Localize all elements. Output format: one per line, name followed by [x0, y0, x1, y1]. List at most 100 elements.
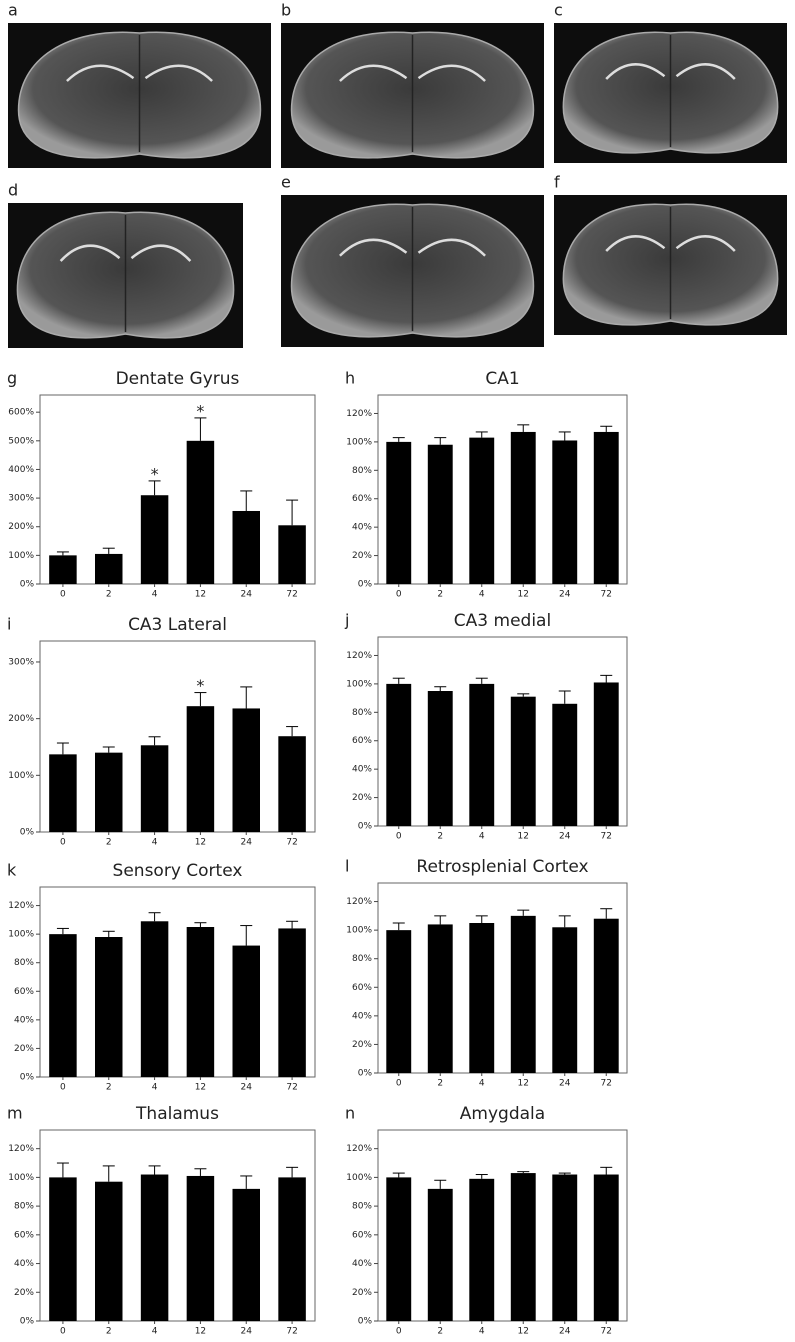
error-bar	[148, 480, 161, 496]
bar	[232, 708, 260, 832]
chart-title: Retrosplenial Cortex	[416, 857, 588, 877]
chart-title: Dentate Gyrus	[116, 369, 240, 389]
plot-frame	[377, 1129, 628, 1322]
x-tick-label: 0	[396, 1327, 402, 1337]
bar	[140, 495, 169, 584]
error-bar	[600, 674, 613, 683]
panel-label: k	[7, 861, 17, 880]
error-bar	[517, 909, 530, 916]
error-bar	[475, 1174, 488, 1179]
x-tick-label: 72	[601, 590, 612, 600]
plot-frame	[39, 886, 316, 1078]
bar	[278, 525, 306, 584]
chart-title: CA3 medial	[454, 611, 551, 631]
y-tick-label: 0%	[358, 1317, 373, 1327]
panel-label: b	[281, 1, 291, 20]
bar	[552, 927, 578, 1073]
error-bar	[286, 920, 299, 929]
error-bar	[240, 1175, 253, 1189]
panel-label: i	[7, 615, 11, 634]
y-tick-label: 60%	[352, 736, 372, 746]
panel-label: g	[7, 369, 17, 388]
y-tick-label: 120%	[8, 901, 34, 911]
error-bar	[600, 425, 613, 432]
bar	[427, 691, 453, 826]
plot-frame	[39, 1129, 316, 1322]
bar	[469, 1178, 495, 1321]
bar	[140, 745, 169, 832]
panel-label: e	[281, 173, 291, 192]
y-tick-label: 40%	[352, 1259, 372, 1269]
hippocampus	[605, 235, 666, 252]
x-tick-label: 12	[518, 1327, 529, 1337]
bar	[552, 1174, 578, 1321]
chart-title: CA3 Lateral	[128, 615, 227, 635]
y-tick-label: 0%	[358, 580, 373, 590]
y-tick-label: 20%	[14, 1288, 34, 1298]
x-tick-label: 4	[152, 590, 158, 600]
y-tick-label: 0%	[20, 1317, 35, 1327]
hippocampus	[339, 64, 408, 82]
y-tick-label: 120%	[8, 1144, 34, 1154]
chart-title: CA1	[485, 369, 519, 389]
bar	[140, 921, 169, 1077]
x-tick-label: 2	[437, 1327, 443, 1337]
error-bar	[56, 551, 69, 556]
y-tick-label: 120%	[346, 409, 372, 419]
y-tick-label: 20%	[352, 1288, 372, 1298]
x-tick-label: 2	[106, 590, 112, 600]
y-tick-label: 100%	[346, 679, 372, 689]
hippocampus	[339, 238, 408, 257]
bar	[510, 915, 536, 1073]
error-bar	[286, 726, 299, 737]
error-bar	[517, 1171, 530, 1174]
y-tick-label: 80%	[352, 466, 372, 476]
bar	[186, 440, 215, 584]
x-tick-label: 2	[437, 832, 443, 842]
error-bar	[392, 922, 405, 931]
y-tick-label: 200%	[8, 714, 34, 724]
panel-label: l	[345, 857, 349, 876]
bar	[95, 937, 123, 1077]
y-tick-label: 0%	[20, 1073, 35, 1083]
y-tick-label: 0%	[20, 580, 35, 590]
bar	[427, 924, 453, 1073]
x-tick-label: 4	[479, 1079, 485, 1089]
x-tick-label: 4	[152, 838, 158, 848]
error-bar	[240, 686, 253, 709]
y-tick-label: 40%	[352, 1011, 372, 1021]
y-tick-label: 300%	[8, 494, 34, 504]
y-tick-label: 100%	[8, 1173, 34, 1183]
hippocampus	[130, 244, 192, 262]
x-tick-label: 24	[241, 1327, 253, 1337]
y-tick-label: 40%	[352, 523, 372, 533]
bar	[49, 555, 77, 584]
y-tick-label: 100%	[346, 1173, 372, 1183]
y-tick-label: 200%	[8, 522, 34, 532]
hippocampus	[605, 63, 666, 80]
error-bar	[148, 1165, 161, 1175]
hippocampus	[59, 244, 121, 262]
x-tick-label: 72	[601, 1327, 612, 1337]
bar	[232, 1188, 260, 1321]
x-tick-label: 4	[479, 1327, 485, 1337]
bar	[186, 1175, 215, 1321]
bar	[386, 930, 412, 1073]
bar	[427, 444, 453, 584]
hippocampus	[144, 64, 213, 82]
x-tick-label: 72	[601, 1079, 612, 1089]
hippocampus	[417, 64, 486, 82]
error-bar	[434, 1179, 447, 1189]
x-tick-label: 24	[559, 1327, 571, 1337]
plot-frame	[377, 394, 628, 585]
bar	[469, 683, 495, 826]
bar	[552, 440, 578, 584]
y-tick-label: 400%	[8, 465, 34, 475]
x-tick-label: 72	[286, 590, 297, 600]
y-tick-label: 20%	[14, 1044, 34, 1054]
significance-marker: *	[196, 676, 204, 695]
x-tick-label: 24	[241, 590, 253, 600]
bar	[232, 510, 260, 584]
bar	[95, 752, 123, 832]
panel-label: d	[8, 181, 18, 200]
